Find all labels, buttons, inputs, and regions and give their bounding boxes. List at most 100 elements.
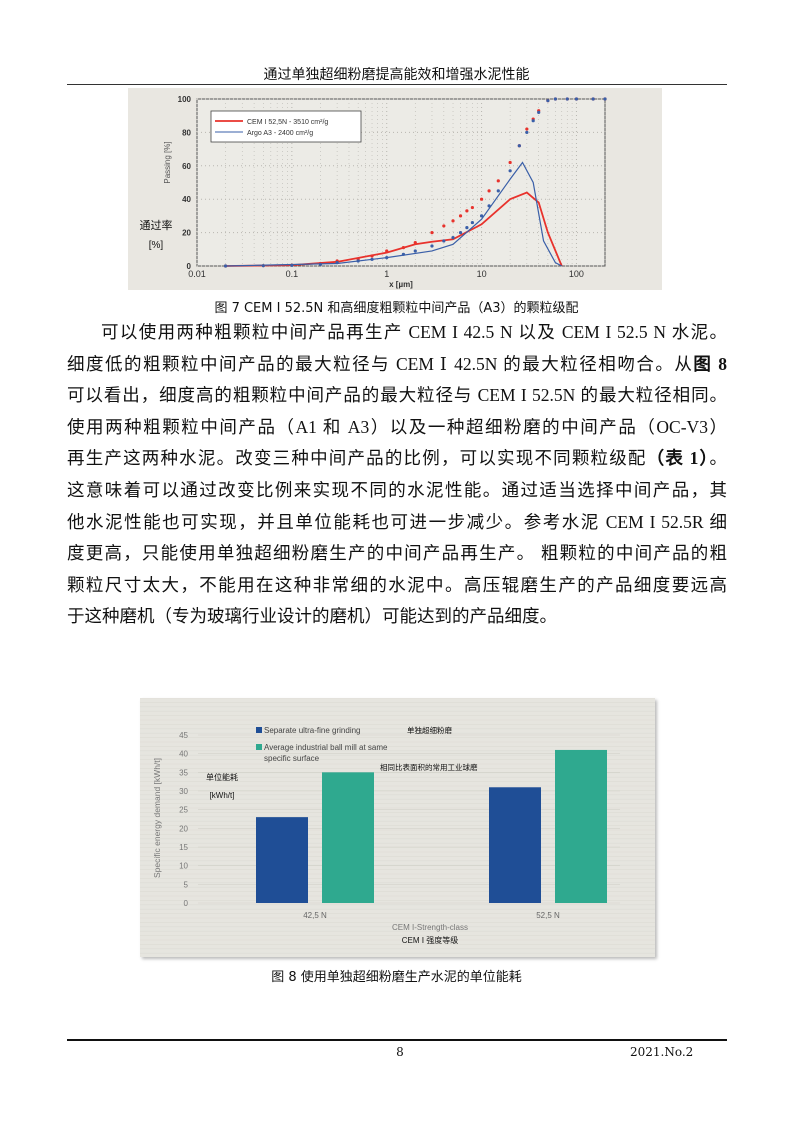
running-header: 通过单独超细粉磨提高能效和增强水泥性能	[263, 67, 530, 83]
data-point	[335, 261, 339, 265]
y-tick-label: 10	[179, 862, 188, 871]
body-line: 使用两种粗颗粒中间产品（A1 和 A3）以及一种超细粉磨的中间产品（OC-V3）	[67, 417, 727, 437]
legend-label-cn: 单独超细粉磨	[407, 725, 452, 735]
y-tick-label: 25	[179, 806, 188, 815]
x-axis-label: x [µm]	[389, 280, 413, 289]
y-tick-label: 30	[179, 787, 188, 796]
data-point	[442, 224, 446, 228]
x-axis-label: CEM I-Strength-class	[392, 923, 468, 932]
particle-size-chart-svg: 0 20 40 60 80 100 0.01 0.1 1 10 100 x [µm] Passing […	[140, 95, 607, 289]
body-line: 于这种磨机（专为玻璃行业设计的磨机）可能达到的产品细度。	[67, 606, 727, 626]
text-segment: 再生产这两种水泥。改变三种中间产品的比例，可以实现不同颗粒级配	[67, 448, 647, 469]
data-point	[553, 97, 557, 101]
body-line: 细度低的粗颗粒中间产品的最大粒径与 CEM Ⅰ 42.5N 的最大粒径相吻合。从…	[67, 354, 727, 374]
data-point	[430, 244, 434, 248]
data-point	[525, 127, 529, 131]
data-point	[430, 231, 434, 235]
y-axis-label-cn: 通过率	[140, 218, 173, 232]
y-axis-label-cn: 单位能耗	[206, 772, 238, 782]
data-point	[385, 256, 389, 260]
text-segment: 颗粒尺寸太大，不能用在这种非常细的水泥中。高压辊磨生产的产品细度要远高	[67, 574, 727, 595]
y-axis-label: Specific energy demand [kWh/t]	[152, 758, 162, 878]
legend-label-cn: 相同比表面积的常用工业球磨	[380, 762, 478, 772]
data-point	[401, 252, 406, 256]
y-tick-label: 15	[179, 843, 188, 852]
text-segment: 可以使用两种粗颗粒中间产品再生产 CEM I 42.5 N 以及 CEM I 5…	[101, 322, 727, 342]
data-point	[574, 97, 579, 101]
body-line: 再生产这两种水泥。改变三种中间产品的比例，可以实现不同颗粒级配（表 1）。	[67, 448, 727, 468]
y-tick-label: 100	[178, 95, 192, 104]
data-point	[385, 249, 389, 253]
body-line: 可以使用两种粗颗粒中间产品再生产 CEM I 42.5 N 以及 CEM I 5…	[67, 322, 727, 342]
text-segment: 可以看出，细度高的粗颗粒中间产品的最大粒径与 CEM I 52.5N 的最大粒径…	[67, 385, 727, 406]
x-tick-label: 0.1	[286, 269, 299, 279]
data-point	[487, 204, 491, 208]
data-point	[525, 130, 529, 134]
data-point	[537, 110, 541, 114]
figure-7-particle-size-chart: 0 20 40 60 80 100 0.01 0.1 1 10 100 x [µm] Passing […	[128, 88, 662, 290]
y-axis-unit-cn: [kWh/t]	[210, 791, 235, 800]
text-segment: 度更高，只能使用单独超细粉磨生产的中间产品再生产。 粗颗粒的中间产品的粗	[67, 543, 727, 564]
data-point	[591, 97, 595, 101]
y-tick-label: 0	[187, 262, 192, 271]
y-axis-unit-cn: [%]	[149, 240, 164, 251]
y-axis-label: Passing [%]	[163, 141, 172, 183]
data-point	[470, 220, 474, 225]
data-point	[470, 205, 474, 210]
data-point	[479, 214, 484, 218]
data-point	[508, 169, 512, 173]
y-tick-label: 40	[179, 750, 188, 759]
data-point	[290, 263, 294, 267]
legend-label-line2: specific surface	[264, 754, 320, 763]
data-point	[496, 179, 500, 183]
data-point	[370, 257, 374, 261]
x-tick-label: 10	[477, 269, 487, 279]
bar-ball-mill-0	[322, 772, 374, 903]
data-point	[401, 246, 406, 250]
legend-swatch	[256, 744, 262, 750]
body-line: 这意味着可以通过改变比例来实现不同的水泥性能。通过适当选择中间产品，其	[67, 480, 727, 500]
data-point	[318, 262, 323, 266]
data-point	[487, 189, 491, 193]
data-point	[517, 144, 521, 148]
x-tick-label: 100	[569, 269, 584, 279]
data-point	[413, 241, 417, 245]
y-tick-label: 40	[182, 195, 191, 204]
y-tick-label: 5	[184, 880, 189, 889]
data-point	[442, 239, 446, 243]
bar-ultra-fine-0	[256, 817, 308, 903]
bar-ultra-fine-1	[489, 787, 541, 903]
data-point	[465, 209, 469, 213]
data-point	[458, 214, 463, 218]
legend-label: CEM I 52,5N - 3510 cm²/g	[247, 119, 328, 126]
y-tick-label: 20	[182, 229, 191, 238]
text-segment: 细度低的粗颗粒中间产品的最大粒径与 CEM Ⅰ 42.5N 的最大粒径相吻合。从	[67, 353, 694, 374]
body-line: 可以看出，细度高的粗颗粒中间产品的最大粒径与 CEM I 52.5N 的最大粒径…	[67, 385, 727, 405]
y-tick-label: 45	[179, 731, 188, 740]
x-tick-label: 0.01	[188, 269, 206, 279]
data-point	[261, 264, 265, 268]
x-tick-label: 42,5 N	[303, 911, 327, 920]
text-segment: 。	[709, 448, 728, 469]
data-point	[496, 189, 500, 193]
data-point	[508, 160, 512, 165]
data-point	[565, 97, 569, 101]
text-segment: 这意味着可以通过改变比例来实现不同的水泥性能。通过适当选择中间产品，其	[67, 480, 727, 500]
energy-bar-chart-svg: 0 5 10 15 20 25 30 35 40 45 Specific energy demand…	[140, 697, 655, 958]
body-line: 度更高，只能使用单独超细粉磨生产的中间产品再生产。 粗颗粒的中间产品的粗	[67, 543, 727, 563]
data-point	[479, 197, 484, 201]
figure-8-caption: 图 8 使用单独超细粉磨生产水泥的单位能耗	[271, 970, 522, 985]
data-point	[370, 254, 374, 258]
y-tick-label: 35	[179, 768, 188, 777]
legend-swatch	[256, 727, 262, 733]
header-rule	[67, 84, 727, 85]
data-point	[451, 236, 455, 240]
x-axis-label-cn: CEM Ⅰ 强度等级	[402, 935, 459, 945]
data-point	[223, 264, 228, 268]
page-number: 8	[396, 1045, 404, 1059]
y-tick-label: 80	[182, 128, 191, 137]
y-tick-label: 20	[179, 824, 188, 833]
series-line-1	[225, 161, 563, 267]
body-line: 他水泥性能也可实现，并且单位能耗也可进一步减少。参考水泥 CEM I 52.5R…	[67, 512, 727, 532]
body-line: 颗粒尺寸太大，不能用在这种非常细的水泥中。高压辊磨生产的产品细度要远高	[67, 575, 727, 595]
